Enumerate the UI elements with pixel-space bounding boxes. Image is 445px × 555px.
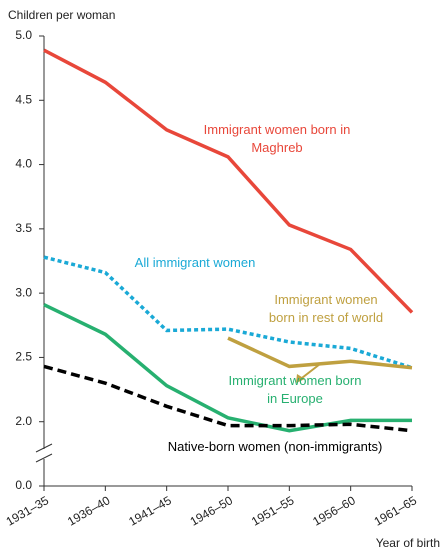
series-label: All immigrant women [134, 255, 256, 270]
y-tick-label: 2.0 [15, 414, 32, 428]
x-axis-label: Year of birth [376, 536, 440, 550]
series-label: Native-born women (non-immigrants) [167, 439, 383, 454]
y-axis-label: Children per woman [8, 8, 115, 22]
series-line [43, 364, 413, 433]
y-tick-label: 3.0 [15, 285, 32, 299]
series-label: Immigrant women born in rest of world [268, 292, 384, 325]
axis-break [35, 453, 53, 463]
x-tick-label: 1951–55 [249, 493, 297, 529]
x-tick-label: 1936–40 [65, 493, 113, 529]
series-line [43, 255, 413, 370]
series-line [43, 303, 412, 433]
series-label: Immigrant women born in Maghreb [203, 122, 351, 155]
series-label: Immigrant women born in Europe [228, 373, 362, 406]
x-tick-label: 1956–60 [310, 493, 358, 529]
axis-break [35, 443, 53, 453]
y-tick-label: 5.0 [15, 28, 32, 42]
y-tick-label: 4.5 [15, 92, 32, 106]
y-tick-label: 3.5 [15, 221, 32, 235]
x-tick-label: 1946–50 [188, 493, 236, 529]
x-tick-label: 1941–45 [126, 493, 174, 529]
x-tick-label: 1961–65 [372, 493, 420, 529]
y-tick-label: 4.0 [15, 157, 32, 171]
series-line [227, 336, 413, 370]
x-tick-label: 1931–35 [4, 493, 52, 529]
series-line [43, 48, 414, 314]
annotation-arrowhead [296, 374, 305, 383]
y-tick-label: 2.5 [15, 350, 32, 364]
y-tick-label: 0.0 [15, 478, 32, 492]
